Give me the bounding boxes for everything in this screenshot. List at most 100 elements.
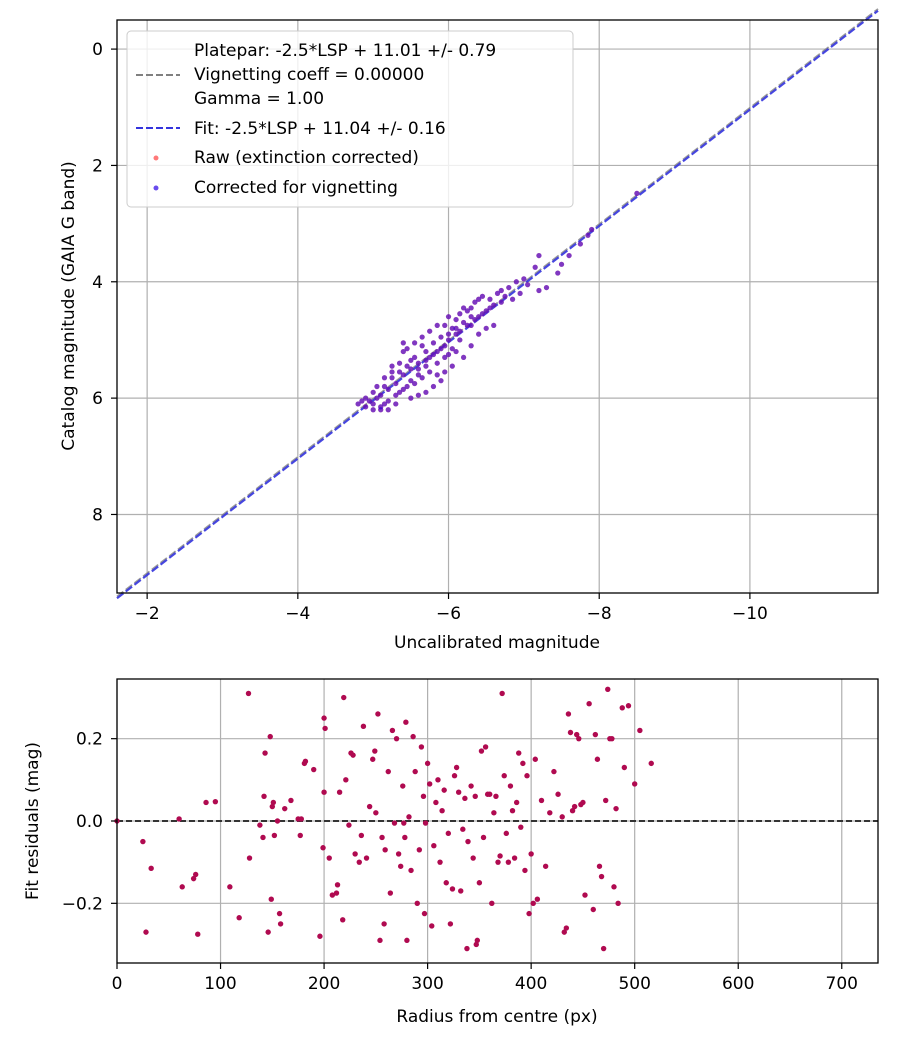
residual-point <box>538 797 545 804</box>
top-x-ticks: −2 −4 −6 −8 −10 <box>135 593 768 624</box>
residual-point <box>195 931 201 937</box>
top-x-tick-label: −2 <box>135 604 160 624</box>
corrected-point <box>393 380 399 387</box>
corrected-point <box>412 340 418 346</box>
residual-point <box>625 703 632 709</box>
corrected-point <box>430 383 437 390</box>
corrected-point <box>577 241 583 247</box>
top-x-tick-label: −6 <box>436 604 461 624</box>
corrected-point <box>415 366 421 372</box>
corrected-point <box>457 328 463 334</box>
top-panel: −2 −4 −6 −8 −10 0 2 4 6 8 Uncalibrated magnitude… <box>59 8 879 653</box>
corrected-point <box>487 305 493 311</box>
corrected-point <box>385 407 391 413</box>
corrected-point <box>412 380 418 387</box>
residual-point <box>387 890 394 896</box>
corrected-point <box>449 325 455 331</box>
corrected-point <box>427 369 433 375</box>
residual-point <box>412 768 418 775</box>
residual-point <box>418 744 425 750</box>
residual-point <box>261 793 267 800</box>
residual-point <box>478 748 485 754</box>
residual-point <box>176 816 182 822</box>
residual-point <box>520 760 526 767</box>
residual-point <box>356 859 362 865</box>
corrected-point <box>396 389 403 395</box>
residual-point <box>464 945 470 952</box>
corrected-point <box>415 360 421 366</box>
corrected-point <box>498 287 504 294</box>
residual-point <box>148 865 154 872</box>
legend-platepar-line2: Vignetting coeff = 0.00000 <box>194 65 424 85</box>
corrected-point <box>491 322 497 329</box>
corrected-point <box>389 363 395 369</box>
residual-point <box>326 855 332 861</box>
corrected-point <box>476 331 482 337</box>
corrected-point <box>460 319 467 326</box>
residual-point <box>282 805 288 812</box>
corrected-point <box>634 190 640 196</box>
corrected-point <box>355 401 361 407</box>
residual-point <box>352 851 358 857</box>
residual-point <box>298 816 304 822</box>
legend-corrected-marker <box>153 185 159 191</box>
residual-point <box>507 783 514 789</box>
residual-point <box>516 750 522 756</box>
residual-point <box>487 791 493 797</box>
corrected-point <box>423 348 429 355</box>
residual-point <box>420 793 427 800</box>
residual-point <box>561 929 567 935</box>
corrected-point <box>400 386 406 392</box>
corrected-point <box>434 322 440 329</box>
top-y-axis-label: Catalog magnitude (GAIA G band) <box>59 161 79 451</box>
residual-point <box>401 820 407 826</box>
legend-raw-label: Raw (extinction corrected) <box>194 148 419 168</box>
fit-line <box>116 9 879 600</box>
residual-point <box>269 803 276 810</box>
residual-point <box>567 729 574 736</box>
corrected-point <box>483 308 489 314</box>
top-points <box>355 190 640 413</box>
residual-point <box>317 933 323 939</box>
residual-point <box>403 719 409 725</box>
residual-point <box>370 756 376 762</box>
corrected-point <box>445 314 452 320</box>
top-y-tick-label: 8 <box>92 505 103 525</box>
residual-point <box>547 810 553 816</box>
corrected-point <box>453 325 459 331</box>
corrected-point <box>460 305 467 311</box>
residual-point <box>559 814 565 820</box>
residual-point <box>569 808 576 814</box>
corrected-point <box>400 348 406 355</box>
corrected-point <box>438 334 444 340</box>
residual-point <box>472 793 478 800</box>
residual-point <box>311 766 317 773</box>
residual-point <box>270 799 277 806</box>
corrected-point <box>442 322 448 329</box>
corrected-point <box>589 226 595 233</box>
corrected-point <box>389 369 395 375</box>
corrected-point <box>483 325 489 331</box>
residual-point <box>495 859 501 865</box>
residual-point <box>391 820 398 826</box>
bottom-y-axis-label: Fit residuals (mag) <box>23 742 43 900</box>
top-x-axis-label: Uncalibrated magnitude <box>394 633 600 653</box>
corrected-point <box>445 331 452 337</box>
residual-point <box>346 822 352 828</box>
residual-point <box>265 929 271 935</box>
residual-point <box>621 764 628 771</box>
residual-point <box>565 711 572 717</box>
residual-point <box>302 758 309 765</box>
legend-platepar-line3: Gamma = 1.00 <box>194 89 324 109</box>
residual-point <box>524 773 530 779</box>
corrected-point <box>430 340 437 346</box>
corrected-point <box>555 270 561 276</box>
residual-point <box>470 855 476 861</box>
residual-point <box>276 910 283 917</box>
bottom-y-tick-label: 0.2 <box>76 730 103 750</box>
residual-point <box>511 855 518 861</box>
corrected-point <box>449 346 455 352</box>
corrected-point <box>389 375 395 381</box>
corrected-point <box>479 293 486 299</box>
